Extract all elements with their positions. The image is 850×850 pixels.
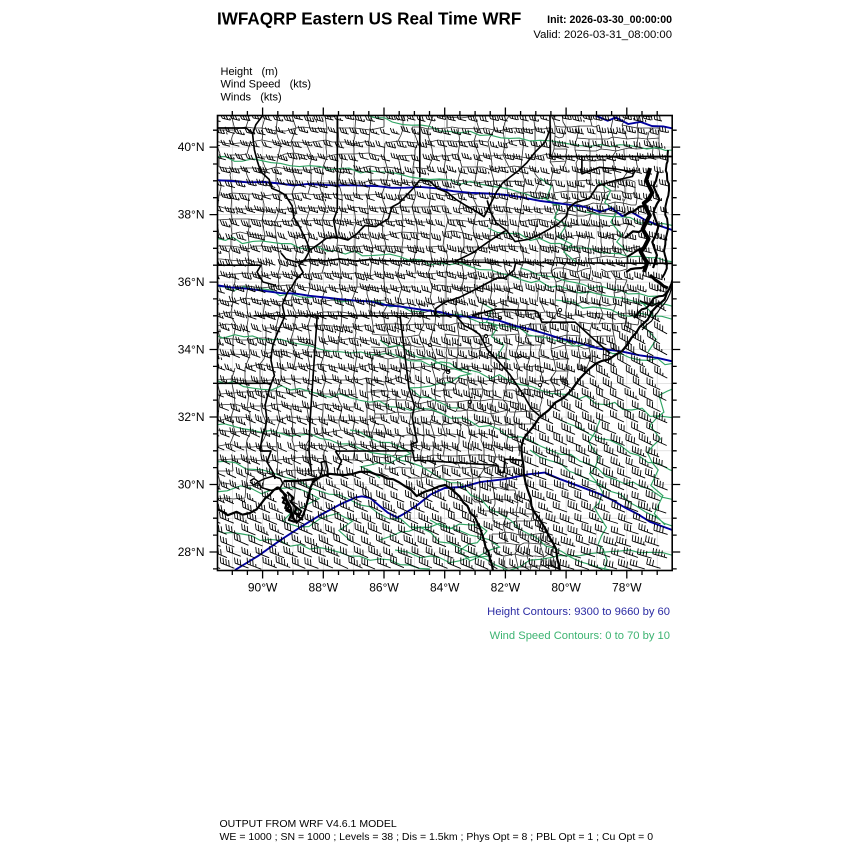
svg-text:Wind Speed (kts): Wind Speed (kts) [221, 79, 311, 91]
svg-text:38°N: 38°N [178, 208, 205, 222]
svg-text:WE = 1000 ; SN = 1000 ; Levels: WE = 1000 ; SN = 1000 ; Levels = 38 ; Di… [220, 831, 654, 843]
svg-text:88°W: 88°W [309, 581, 339, 595]
svg-text:90°W: 90°W [248, 581, 278, 595]
svg-text:34°N: 34°N [178, 343, 205, 357]
svg-text:Valid: 2026-03-31_08:00:00: Valid: 2026-03-31_08:00:00 [533, 29, 672, 41]
svg-text:IWFAQRP Eastern US Real Time W: IWFAQRP Eastern US Real Time WRF [217, 10, 521, 29]
svg-text:40°N: 40°N [178, 140, 205, 154]
svg-text:Wind Speed Contours: 0 to 70 b: Wind Speed Contours: 0 to 70 by 10 [490, 630, 670, 642]
svg-text:84°W: 84°W [430, 581, 460, 595]
svg-text:78°W: 78°W [612, 581, 642, 595]
svg-text:30°N: 30°N [178, 478, 205, 492]
svg-text:Height Contours: 9300 to 9660: Height Contours: 9300 to 9660 by 60 [487, 606, 670, 618]
svg-text:Init: 2026-03-30_00:00:00: Init: 2026-03-30_00:00:00 [547, 14, 672, 26]
svg-text:36°N: 36°N [178, 275, 205, 289]
svg-text:80°W: 80°W [551, 581, 581, 595]
svg-text:86°W: 86°W [369, 581, 399, 595]
svg-text:82°W: 82°W [491, 581, 521, 595]
svg-text:28°N: 28°N [178, 545, 205, 559]
svg-text:32°N: 32°N [178, 410, 205, 424]
svg-text:Height (m): Height (m) [221, 66, 278, 78]
svg-text:Winds (kts): Winds (kts) [221, 91, 282, 103]
svg-text:OUTPUT FROM WRF V4.6.1 MODEL: OUTPUT FROM WRF V4.6.1 MODEL [220, 818, 397, 830]
